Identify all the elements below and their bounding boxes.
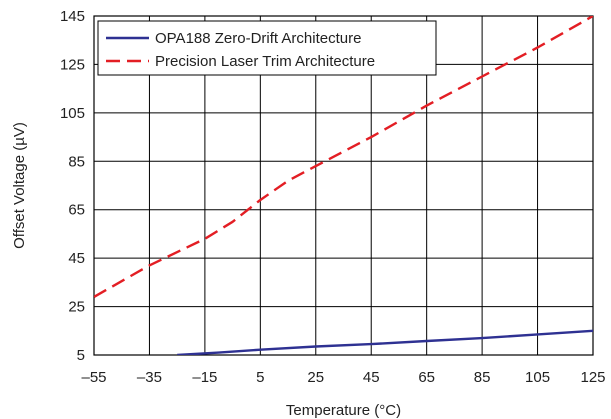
y-tick-label: 105 <box>60 105 85 122</box>
legend-box <box>97 20 437 76</box>
series-line-1 <box>177 329 593 355</box>
x-tick-label: –15 <box>192 369 217 386</box>
y-tick-label: 85 <box>68 153 85 170</box>
legend: OPA188 Zero-Drift Architecture Precision … <box>97 20 437 76</box>
y-axis-label: Offset Voltage (µV) <box>11 122 28 249</box>
x-tick-label: 125 <box>580 369 605 386</box>
x-tick-label: 105 <box>525 369 550 386</box>
y-tick-label: 65 <box>68 202 85 219</box>
x-tick-label: 65 <box>418 369 435 386</box>
x-tick-label: 25 <box>307 369 324 386</box>
y-tick-label: 45 <box>68 250 85 267</box>
x-tick-label: –55 <box>81 369 106 386</box>
series-line-2 <box>94 16 593 298</box>
x-tick-label: 5 <box>256 369 264 386</box>
y-tick-label: 145 <box>60 8 85 25</box>
legend-entry-2: Precision Laser Trim Architecture <box>155 53 375 70</box>
series-layer <box>94 16 593 355</box>
x-axis-ticks: –55 –35 –15 5 25 45 65 85 105 125 <box>81 369 605 386</box>
y-tick-label: 25 <box>68 299 85 316</box>
plot-area-frame <box>93 15 594 356</box>
x-tick-label: –35 <box>137 369 162 386</box>
y-axis-ticks: 5 25 45 65 85 105 125 145 <box>60 8 85 364</box>
x-tick-label: 85 <box>474 369 491 386</box>
x-axis-label: Temperature (°C) <box>286 402 401 419</box>
y-tick-label: 5 <box>77 347 85 364</box>
y-tick-label: 125 <box>60 56 85 73</box>
x-tick-label: 45 <box>363 369 380 386</box>
legend-entry-1: OPA188 Zero-Drift Architecture <box>155 30 361 47</box>
